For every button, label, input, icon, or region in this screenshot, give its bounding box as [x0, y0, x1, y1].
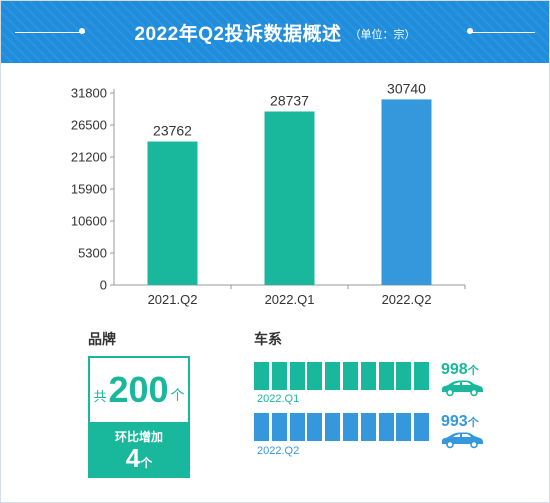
series-segment	[343, 413, 358, 441]
series-value-q1: 998个	[441, 361, 479, 379]
series-value-q2-number: 993	[441, 413, 468, 430]
y-tick-label: 21200	[71, 150, 107, 165]
brand-increase: 环比增加 4个	[90, 422, 188, 476]
y-tick-label: 26500	[71, 118, 107, 133]
car-icon	[442, 380, 483, 397]
series-segment	[396, 413, 412, 441]
x-tick-label: 2022.Q1	[265, 292, 315, 307]
y-tick-label: 15900	[71, 182, 107, 197]
y-tick-label: 31800	[71, 86, 107, 101]
series-value-q2: 993个	[441, 413, 479, 431]
series-section-title: 车系	[254, 331, 282, 347]
series-segment	[360, 362, 376, 390]
data-label: 28737	[270, 92, 309, 108]
series-segment	[325, 413, 341, 441]
series-segment	[271, 413, 287, 441]
series-segment	[378, 413, 394, 441]
x-tick-label: 2022.Q2	[382, 292, 432, 307]
header-banner: 2022年Q2投诉数据概述 （单位：宗）	[1, 1, 549, 63]
series-segment	[307, 362, 323, 390]
unit-label: （单位：宗）	[349, 29, 416, 41]
series-value-q1-suffix: 个	[467, 365, 479, 377]
series-segment	[396, 362, 412, 390]
series-period-q1: 2022.Q1	[257, 393, 300, 405]
header-title: 2022年Q2投诉数据概述 （单位：宗）	[1, 1, 549, 63]
data-label: 30740	[387, 80, 426, 96]
series-segment	[343, 362, 358, 390]
bar-chart: 0 5300 10600 15900 21200 26500 31800 23762 2021.…	[71, 80, 466, 307]
header-dot-left	[79, 28, 85, 34]
brand-increase-label: 环比增加	[114, 430, 163, 444]
brand-increase-suffix: 个	[140, 456, 153, 470]
series-segment	[414, 413, 430, 441]
y-tick-label: 10600	[71, 214, 107, 229]
brand-count-value: 200	[108, 369, 169, 410]
bar	[264, 111, 315, 285]
brand-increase-value-wrap: 4个	[90, 445, 188, 476]
series-segment	[289, 413, 305, 441]
brand-section-title: 品牌	[88, 331, 116, 347]
header-line-right	[471, 32, 535, 33]
series-segment	[271, 362, 287, 390]
series-segment	[289, 362, 305, 390]
series-segment	[307, 413, 323, 441]
series-segment	[254, 362, 269, 390]
series-segment	[360, 413, 376, 441]
brand-box: 共 200 个 环比增加 4个	[88, 356, 190, 478]
series-period-q2: 2022.Q2	[257, 445, 300, 457]
brand-count-prefix: 共	[93, 388, 107, 404]
header-line-left	[15, 32, 85, 33]
header-dot-right	[467, 28, 473, 34]
data-label: 23762	[153, 123, 192, 139]
y-tick-label: 5300	[78, 246, 107, 261]
series-segment	[414, 362, 430, 390]
brand-increase-value: 4	[125, 443, 141, 473]
bottom-section: 品牌 共 200 个 环比增加 4个 车系 2022.Q1 998个 2022.…	[1, 329, 549, 502]
series-segment	[378, 362, 394, 390]
series-value-q2-suffix: 个	[467, 417, 479, 429]
bar	[381, 99, 432, 286]
car-icon	[442, 432, 483, 449]
brand-count: 共 200 个	[90, 358, 188, 422]
bar	[147, 141, 198, 285]
y-tick-label: 0	[100, 278, 107, 293]
x-tick-label: 2021.Q2	[148, 292, 198, 307]
series-segment	[254, 413, 269, 441]
series-segment	[325, 362, 341, 390]
series-value-q1-number: 998	[441, 361, 468, 378]
brand-count-suffix: 个	[170, 387, 185, 403]
page-title: 2022年Q2投诉数据概述	[134, 23, 342, 45]
